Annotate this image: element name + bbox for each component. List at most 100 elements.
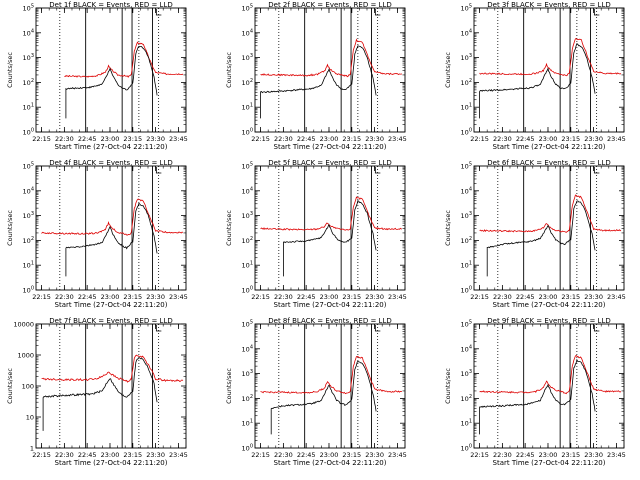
series-line-events (65, 202, 158, 277)
y-axis-label: Counts/sec (444, 210, 452, 246)
y-tick-label: 104 (242, 28, 253, 37)
chart-panel: Det 1f BLACK = Events, RED = LLD Counts/s… (6, 1, 188, 151)
x-tick-label: 23:00 (101, 135, 120, 143)
series-line-events (479, 358, 596, 435)
x-tick-label: 22:15 (32, 451, 51, 459)
x-tick-label: 22:30 (274, 293, 293, 301)
y-axis-label: Counts/sec (225, 368, 233, 404)
series-line-events (42, 357, 158, 431)
y-tick-label: 100 (22, 383, 34, 391)
y-tick-label: 104 (461, 28, 472, 37)
y-axis-label: Counts/sec (225, 210, 233, 246)
series-line-events (270, 360, 377, 435)
y-axis-label: Counts/sec (444, 368, 452, 404)
x-tick-label: 22:45 (297, 293, 316, 301)
x-tick-label: 23:00 (539, 451, 558, 459)
y-axis-label: Counts/sec (225, 52, 233, 88)
series-line-events (283, 200, 377, 277)
x-tick-label: 22:45 (297, 451, 316, 459)
x-axis-label: Start Time (27-Oct-04 22:11:20) (493, 143, 606, 151)
plot-frame (254, 165, 406, 291)
y-tick-label: 100 (23, 128, 34, 137)
x-tick-label: 23:30 (584, 135, 603, 143)
y-tick-label: 100 (242, 286, 253, 295)
y-tick-label: 102 (461, 78, 472, 87)
x-tick-label: 23:00 (320, 135, 339, 143)
y-tick-label: 102 (23, 78, 34, 87)
y-axis-label: Counts/sec (444, 52, 452, 88)
x-tick-label: 22:15 (470, 451, 489, 459)
y-tick-label: 102 (242, 78, 253, 87)
x-tick-label: 23:45 (388, 135, 407, 143)
interval-bracket (155, 9, 162, 16)
plot-frame (35, 165, 187, 291)
chart-panel: Det 4f BLACK = Events, RED = LLD Counts/s… (6, 159, 188, 309)
chart-title: Det 1f BLACK = Events, RED = LLD (49, 1, 172, 9)
y-tick-label: 100 (461, 444, 472, 453)
y-tick-label: 105 (242, 4, 253, 13)
x-tick-label: 23:45 (169, 293, 188, 301)
y-tick-label: 103 (461, 53, 472, 62)
y-tick-label: 101 (461, 419, 472, 428)
y-tick-label: 100 (23, 286, 34, 295)
x-tick-label: 23:15 (123, 293, 142, 301)
y-tick-label: 102 (242, 394, 253, 403)
interval-bracket (593, 9, 600, 16)
y-axis-label: Counts/sec (6, 210, 14, 246)
x-tick-label: 22:30 (493, 451, 512, 459)
y-tick-label: 103 (242, 369, 253, 378)
x-tick-label: 22:30 (55, 451, 74, 459)
y-tick-label: 104 (461, 186, 472, 195)
plot-frame (35, 7, 187, 133)
x-tick-label: 23:15 (561, 135, 580, 143)
interval-bracket (155, 325, 162, 332)
plot-frame (35, 323, 187, 449)
x-tick-label: 22:15 (32, 135, 51, 143)
x-tick-label: 23:00 (539, 135, 558, 143)
x-tick-label: 23:30 (146, 293, 165, 301)
chart-title: Det 6f BLACK = Events, RED = LLD (487, 159, 610, 167)
interval-bracket (155, 167, 162, 174)
chart-panel: Det 9f BLACK = Events, RED = LLD Counts/s… (444, 317, 626, 467)
x-tick-label: 22:30 (274, 135, 293, 143)
x-tick-label: 23:00 (320, 293, 339, 301)
series-line-lld (260, 38, 403, 78)
x-axis-label: Start Time (27-Oct-04 22:11:20) (493, 301, 606, 309)
x-tick-label: 22:15 (470, 135, 489, 143)
x-tick-label: 22:30 (274, 451, 293, 459)
y-tick-label: 101 (242, 261, 253, 270)
x-tick-label: 23:30 (584, 451, 603, 459)
y-tick-label: 103 (461, 211, 472, 220)
x-tick-label: 23:45 (607, 135, 626, 143)
plot-frame (473, 7, 625, 133)
series-line-lld (479, 38, 622, 77)
chart-title: Det 2f BLACK = Events, RED = LLD (268, 1, 391, 9)
x-tick-label: 22:30 (493, 293, 512, 301)
x-tick-label: 23:30 (365, 293, 384, 301)
x-tick-label: 23:30 (146, 451, 165, 459)
y-tick-label: 105 (242, 320, 253, 329)
x-tick-label: 22:45 (78, 451, 97, 459)
y-tick-label: 105 (242, 162, 253, 171)
plot-frame (254, 323, 406, 449)
chart-title: Det 8f BLACK = Events, RED = LLD (268, 317, 391, 325)
x-tick-label: 22:30 (55, 135, 74, 143)
x-tick-label: 23:15 (123, 135, 142, 143)
x-tick-label: 23:30 (584, 293, 603, 301)
series-line-lld (479, 354, 622, 395)
x-tick-label: 23:45 (169, 451, 188, 459)
series-line-events (479, 43, 596, 119)
x-axis-label: Start Time (27-Oct-04 22:11:20) (55, 459, 168, 467)
y-tick-label: 100 (461, 286, 472, 295)
interval-bracket (593, 325, 600, 332)
series-line-events (65, 45, 158, 119)
y-tick-label: 100 (242, 128, 253, 137)
y-tick-label: 104 (242, 344, 253, 353)
chart-title: Det 7f BLACK = Events, RED = LLD (49, 317, 172, 325)
y-tick-label: 103 (23, 53, 34, 62)
x-tick-label: 22:45 (516, 451, 535, 459)
chart-panel: Det 3f BLACK = Events, RED = LLD Counts/s… (444, 1, 626, 151)
x-tick-label: 23:30 (365, 135, 384, 143)
x-tick-label: 22:45 (78, 135, 97, 143)
interval-bracket (374, 325, 381, 332)
